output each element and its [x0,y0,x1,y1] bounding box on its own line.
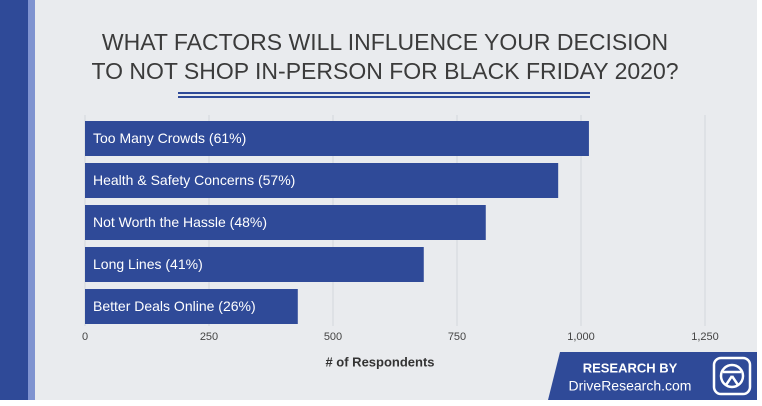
title-rule [178,92,590,94]
badge [548,352,757,400]
x-tick-label: 750 [448,331,466,343]
plot: 0 250 500 750 1,000 1,250 Too Many Crowds (61%… [82,115,719,343]
logo [723,370,741,386]
bar [85,121,589,156]
bar-label: Health & Safety Concerns (57%) [93,172,295,188]
bar [85,163,559,198]
bar-label: Not Worth the Hassle (48%) [93,214,267,230]
x-tick-label: 1,250 [691,331,719,343]
side-stripe-light [28,0,35,400]
badge-line: RESEARCH BY [583,360,678,375]
chart-title: TO NOT SHOP IN-PERSON FOR BLACK FRIDAY 2… [91,58,678,84]
x-tick-label: 250 [200,331,218,343]
bar-label: Too Many Crowds (61%) [93,130,246,146]
bar [85,247,424,282]
x-axis-label: # of Respondents [325,354,434,369]
x-tick-label: 1,000 [567,331,595,343]
bar [85,289,298,324]
side-stripe [0,0,28,400]
title-rule [178,96,590,98]
chart-bg [0,0,757,400]
logo [719,363,745,389]
chart-title: WHAT FACTORS WILL INFLUENCE YOUR DECISIO… [102,29,668,55]
bar [85,205,486,240]
logo [712,356,752,396]
badge-line: DriveResearch.com [569,378,692,394]
bar-label: Long Lines (41%) [93,256,203,272]
x-tick-label: 0 [82,331,88,343]
bar-label: Better Deals Online (26%) [93,298,256,314]
x-tick-label: 500 [324,331,342,343]
